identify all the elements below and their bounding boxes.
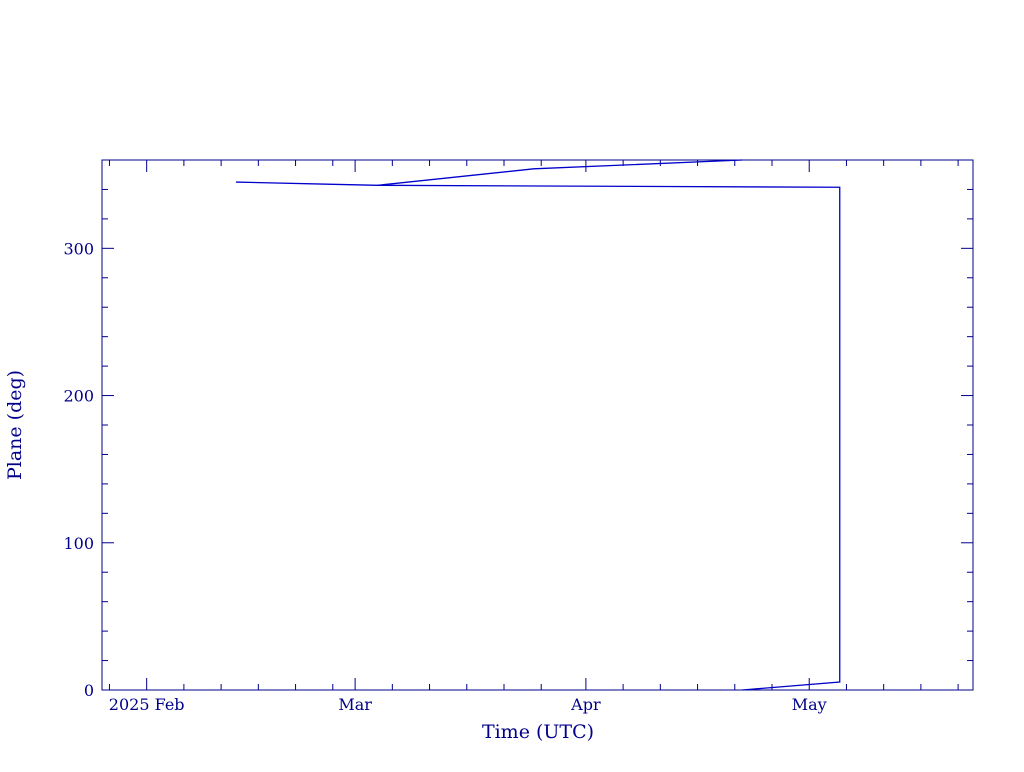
y-tick-label: 0 bbox=[84, 681, 94, 700]
x-tick-label: Apr bbox=[570, 695, 601, 714]
x-tick-label: 2025 Feb bbox=[109, 695, 185, 714]
y-axis-label: Plane (deg) bbox=[4, 370, 26, 480]
x-axis-label: Time (UTC) bbox=[482, 721, 594, 743]
plot-frame bbox=[101, 159, 974, 691]
data-line bbox=[235, 159, 743, 186]
y-tick-label: 200 bbox=[63, 387, 94, 406]
x-tick-label: May bbox=[792, 695, 827, 714]
y-tick-label: 300 bbox=[63, 239, 94, 258]
y-tick-label: 100 bbox=[63, 534, 94, 553]
x-tick-label: Mar bbox=[338, 695, 372, 714]
data-line bbox=[377, 184, 841, 691]
